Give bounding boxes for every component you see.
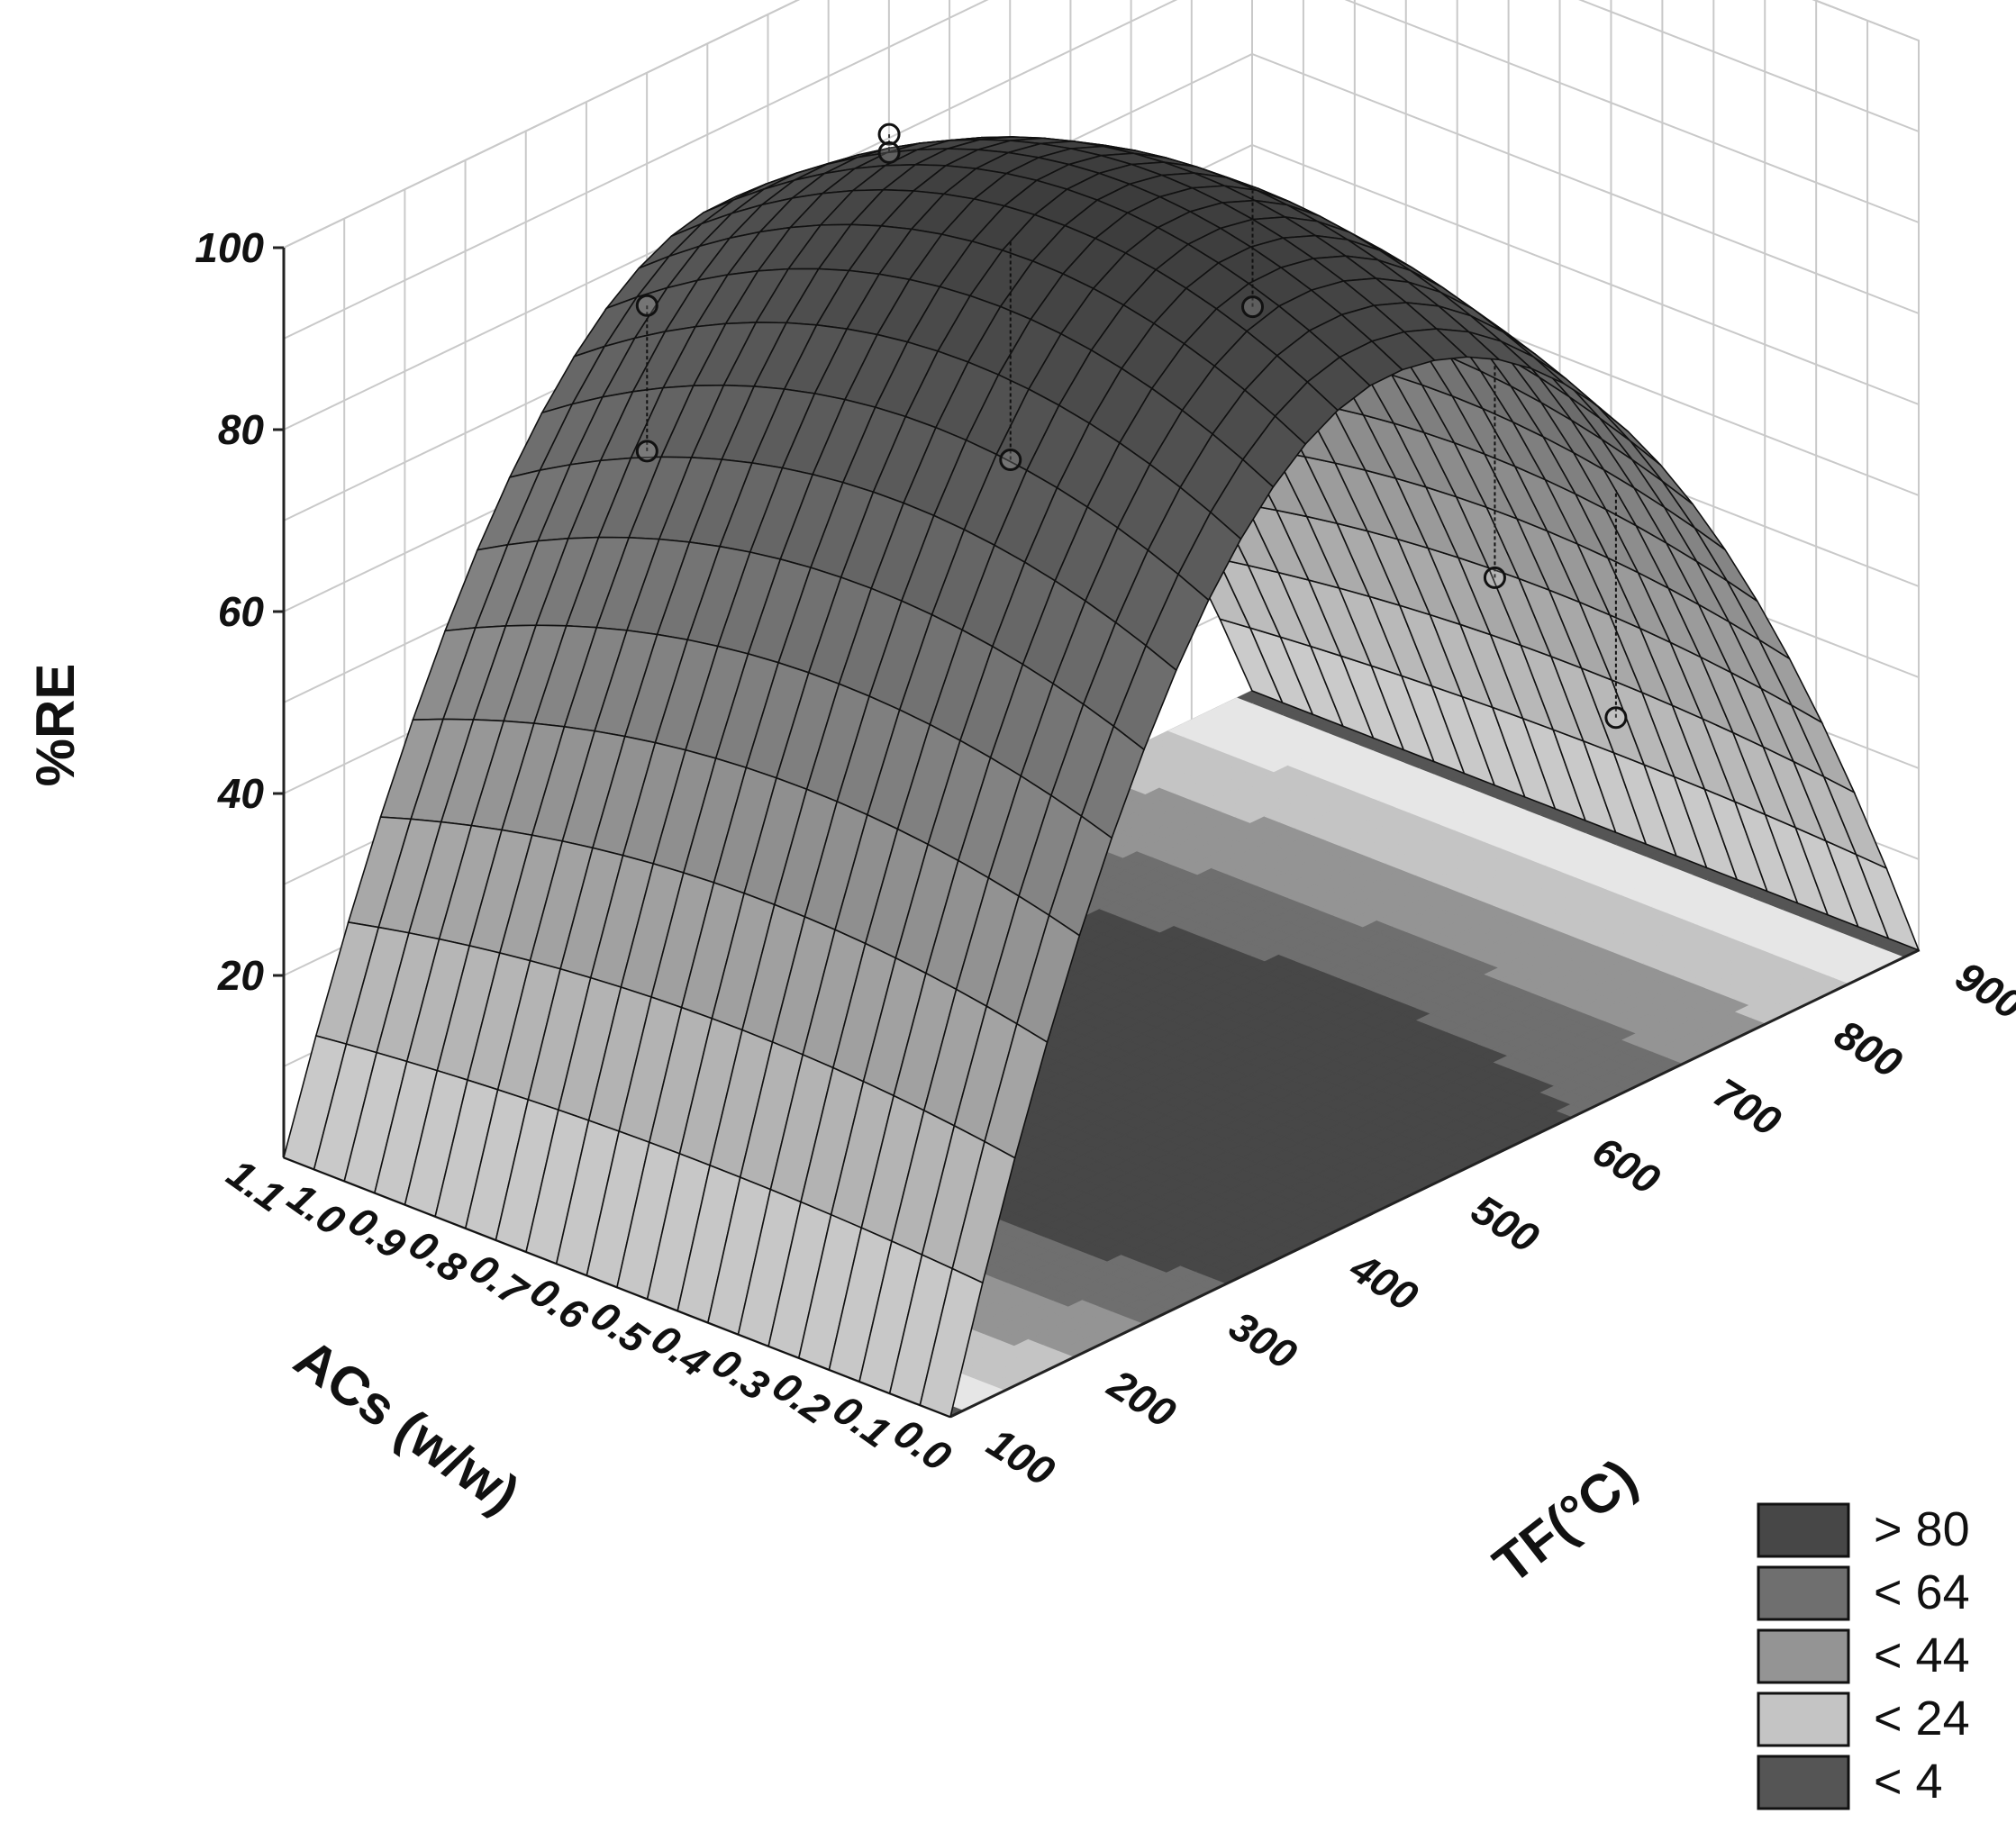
z-tick-label: 80 bbox=[218, 406, 265, 453]
legend-swatch bbox=[1757, 1502, 1850, 1558]
legend-swatch bbox=[1757, 1691, 1850, 1747]
y-tick-label: 600 bbox=[1585, 1127, 1668, 1203]
z-axis-title: %RE bbox=[25, 664, 86, 787]
gridline bbox=[283, 0, 1920, 340]
axis-line bbox=[949, 948, 1920, 1419]
gridline bbox=[283, 0, 1920, 431]
z-tick-label: 40 bbox=[217, 770, 265, 817]
z-tick-label: 100 bbox=[195, 224, 264, 271]
legend-label: < 44 bbox=[1874, 1628, 1970, 1682]
legend-swatch bbox=[1757, 1755, 1850, 1810]
legend-swatch bbox=[1757, 1565, 1850, 1621]
y-tick-label: 400 bbox=[1341, 1243, 1426, 1320]
legend: > 80 < 64 < 44 < 24 < 4 bbox=[1757, 1502, 1970, 1810]
observed-point bbox=[635, 440, 658, 463]
observed-point bbox=[999, 449, 1022, 472]
observed-point bbox=[1241, 295, 1265, 319]
y-tick-label: 300 bbox=[1221, 1302, 1305, 1379]
gridline bbox=[283, 0, 1920, 249]
legend-label: > 80 bbox=[1874, 1502, 1970, 1556]
y-tick-label: 900 bbox=[1948, 952, 2016, 1029]
x-axis-title: ACs (w/w) bbox=[284, 1328, 530, 1525]
response-surface bbox=[283, 136, 1921, 1419]
legend-swatch bbox=[1757, 1628, 1850, 1684]
observed-point bbox=[877, 122, 901, 146]
legend-label: < 24 bbox=[1874, 1691, 1970, 1746]
observed-point bbox=[1604, 706, 1628, 730]
surface-patch bbox=[919, 1267, 984, 1419]
y-tick-label: 500 bbox=[1464, 1185, 1548, 1262]
observed-points bbox=[635, 122, 1628, 730]
observed-point bbox=[1483, 566, 1506, 589]
y-tick-label: 800 bbox=[1827, 1011, 1911, 1087]
y-tick-label: 100 bbox=[979, 1419, 1063, 1495]
y-axis-title: TF(°C) bbox=[1483, 1447, 1648, 1595]
z-tick-label: 20 bbox=[217, 952, 265, 999]
legend-label: < 64 bbox=[1874, 1565, 1970, 1619]
observed-point bbox=[877, 141, 901, 164]
z-tick-label: 60 bbox=[218, 588, 265, 635]
observed-point bbox=[635, 294, 658, 317]
legend-label: < 4 bbox=[1874, 1755, 1943, 1809]
y-tick-label: 700 bbox=[1705, 1069, 1789, 1146]
y-tick-label: 200 bbox=[1100, 1360, 1185, 1437]
